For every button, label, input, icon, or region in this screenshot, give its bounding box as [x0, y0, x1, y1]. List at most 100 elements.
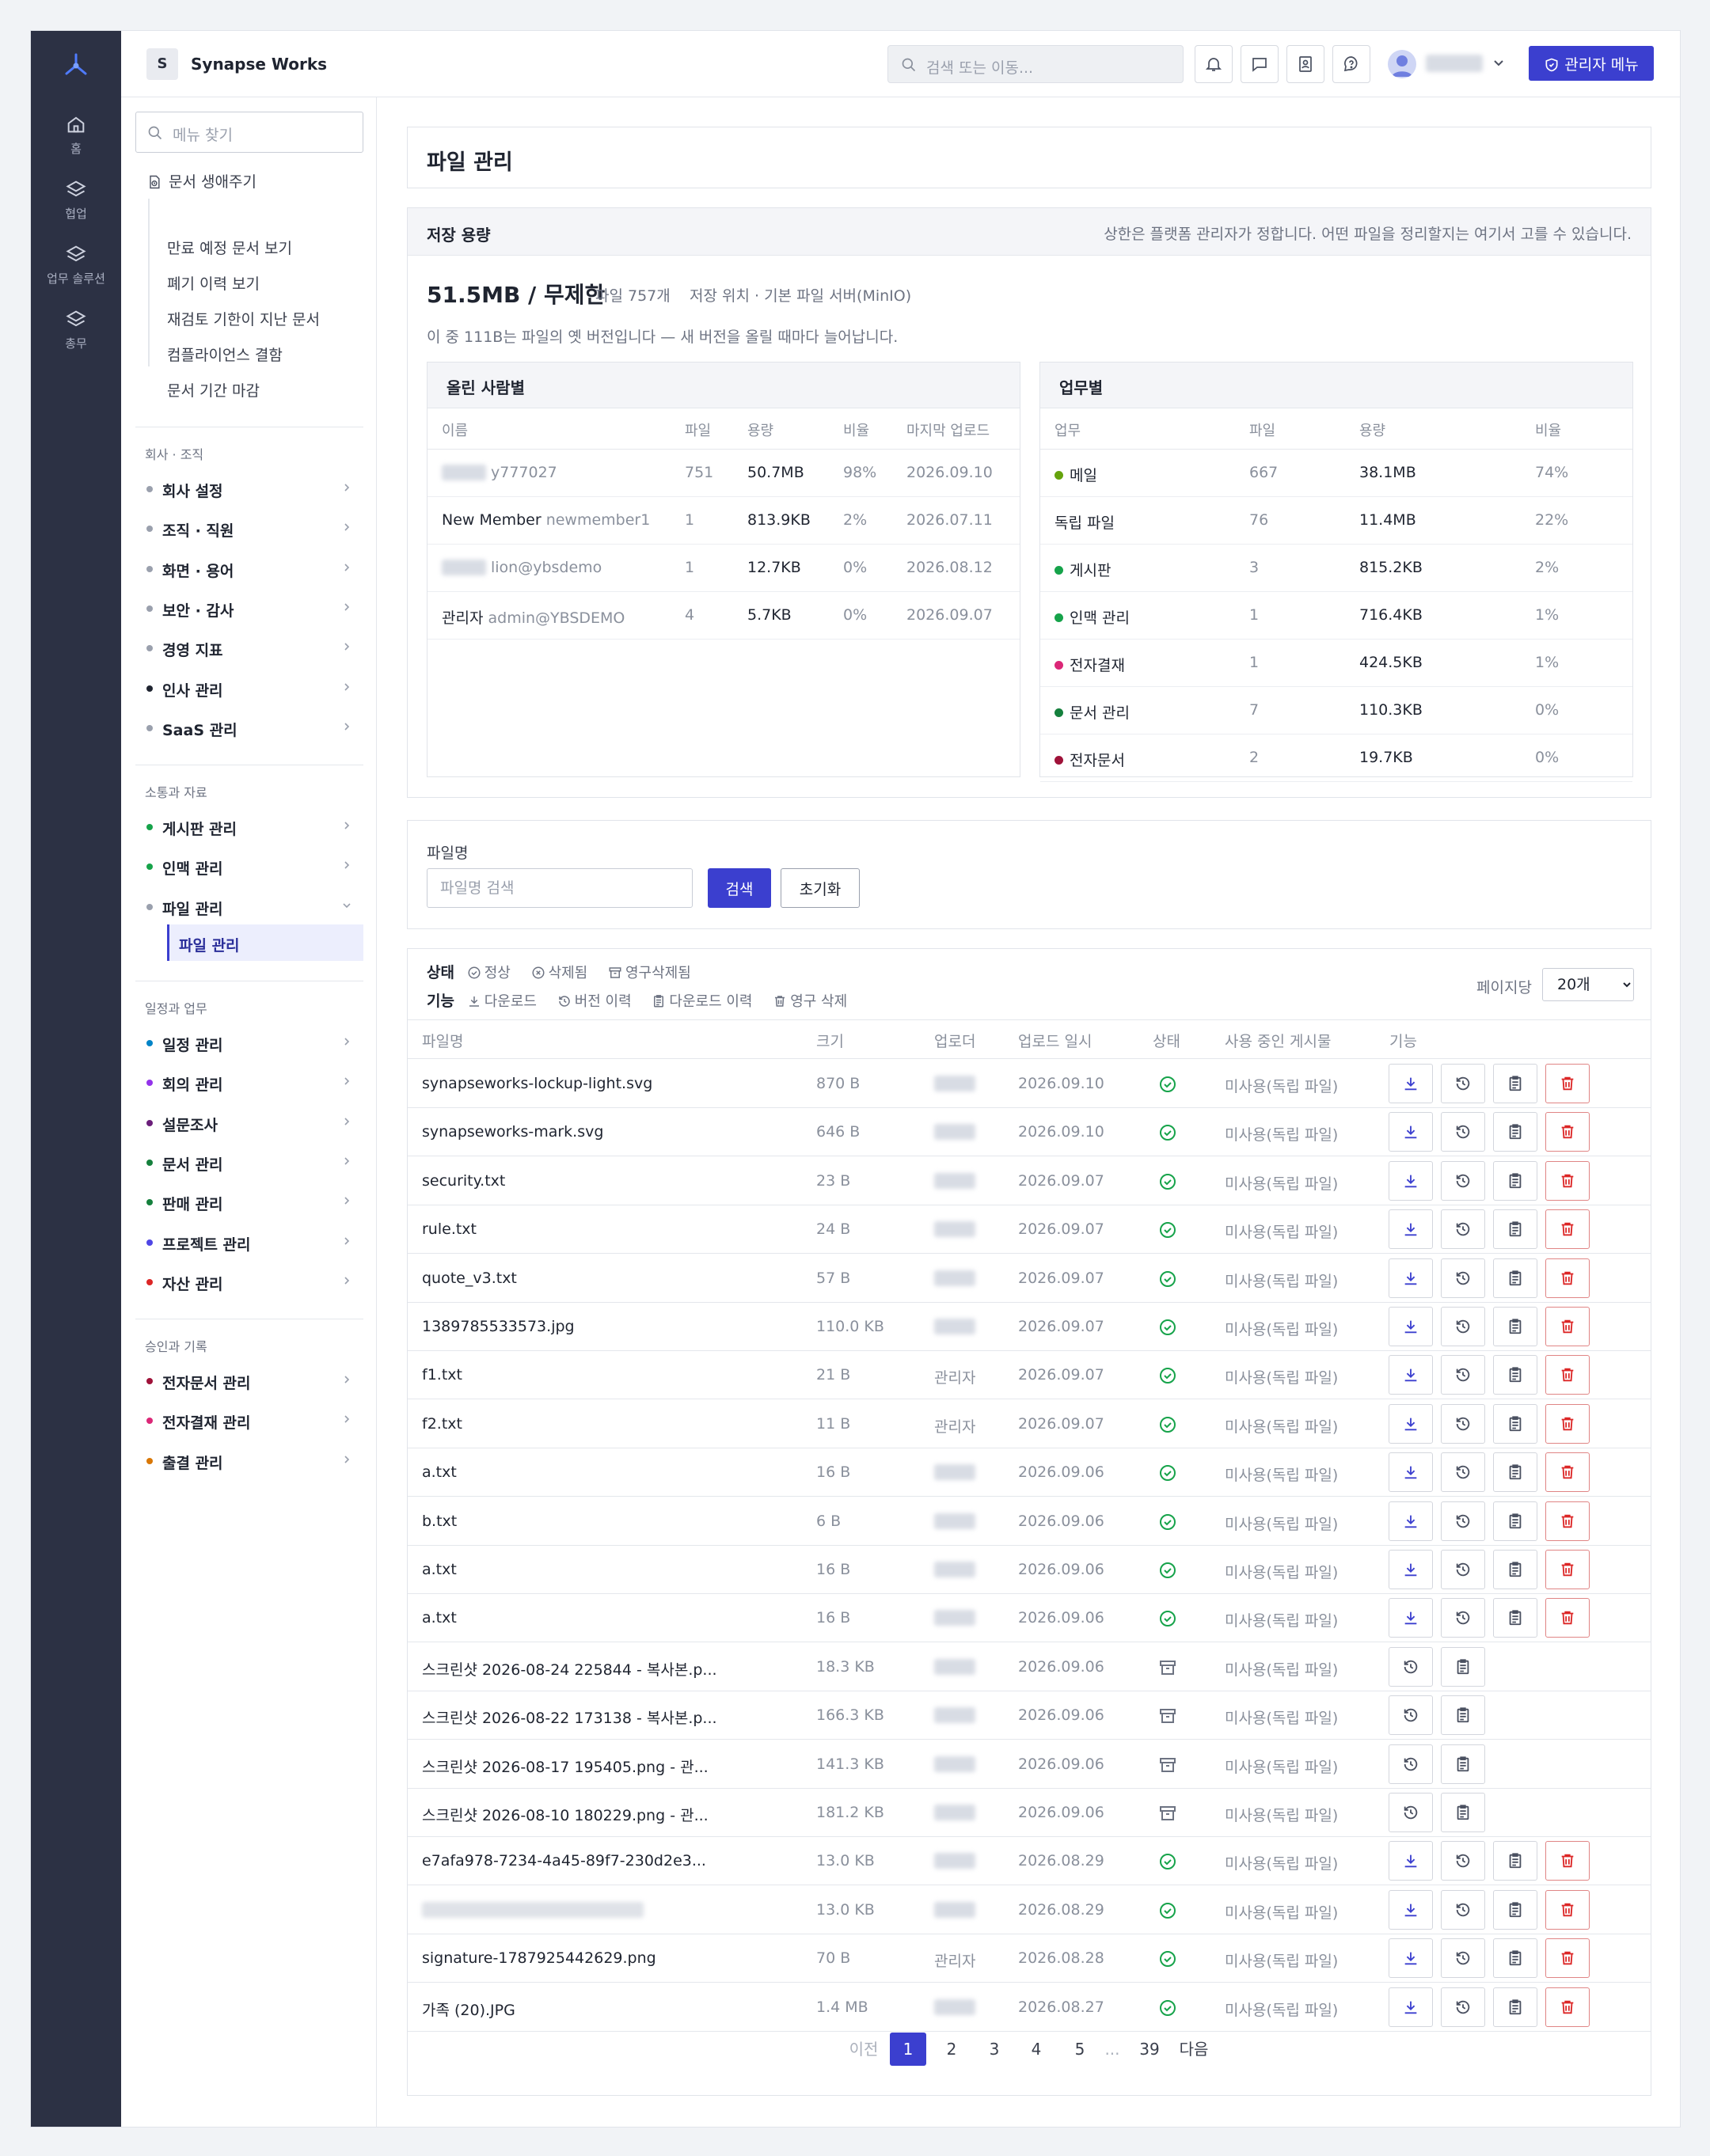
version-history-button[interactable] — [1441, 1841, 1485, 1881]
version-history-button[interactable] — [1441, 1403, 1485, 1444]
sidebar-item[interactable]: 경영 지표 — [135, 632, 363, 663]
download-button[interactable] — [1389, 1064, 1433, 1103]
file-name[interactable]: quote_v3.txt — [422, 1269, 517, 1287]
download-history-button[interactable] — [1441, 1793, 1485, 1832]
sidebar-sub-file-management[interactable]: 파일 관리 — [167, 924, 363, 961]
table-row[interactable]: a.txt 16 B 2026.09.06 미사용(독립 파일) — [408, 1546, 1651, 1594]
download-history-button[interactable] — [1493, 1307, 1537, 1346]
reset-button[interactable]: 초기화 — [781, 868, 860, 908]
sidebar-item[interactable]: 조직 · 직원 — [135, 512, 363, 544]
pagination-page-1[interactable]: 1 — [890, 2033, 926, 2066]
version-history-button[interactable] — [1389, 1744, 1433, 1784]
menu-search-input[interactable]: 메뉴 찾기 — [135, 112, 363, 153]
purge-button[interactable] — [1545, 1889, 1590, 1930]
download-button[interactable] — [1389, 1209, 1433, 1250]
download-button[interactable] — [1389, 1160, 1433, 1201]
file-name[interactable]: 스크린샷 2026-08-17 195405.png - 관... — [422, 1758, 709, 1776]
download-history-button[interactable] — [1493, 1598, 1537, 1638]
file-name[interactable]: a.txt — [422, 1609, 457, 1627]
purge-button[interactable] — [1545, 1209, 1590, 1250]
download-history-button[interactable] — [1493, 1064, 1537, 1103]
table-row[interactable]: f2.txt 11 B 관리자 2026.09.07 미사용(독립 파일) — [408, 1400, 1651, 1448]
version-history-button[interactable] — [1441, 1258, 1485, 1298]
download-history-button[interactable] — [1493, 1987, 1537, 2027]
purge-button[interactable] — [1545, 1355, 1590, 1395]
download-history-button[interactable] — [1493, 1258, 1537, 1298]
table-row[interactable]: 스크린샷 2026-08-10 180229.png - 관... 181.2 K… — [408, 1789, 1651, 1837]
download-history-button[interactable] — [1493, 1112, 1537, 1152]
app-logo-icon[interactable] — [60, 50, 92, 82]
download-history-button[interactable] — [1441, 1744, 1485, 1784]
version-history-button[interactable] — [1441, 1550, 1485, 1589]
table-row[interactable]: 스크린샷 2026-08-24 225844 - 복사본.p... 18.3 KB… — [408, 1643, 1651, 1691]
messages-button[interactable] — [1241, 45, 1279, 83]
table-row[interactable]: rule.txt 24 B 2026.09.07 미사용(독립 파일) — [408, 1205, 1651, 1255]
download-button[interactable] — [1389, 1452, 1433, 1493]
pagination-page-4[interactable]: 4 — [1031, 2040, 1042, 2059]
pagination-last-page[interactable]: 39 — [1139, 2040, 1160, 2059]
purge-button[interactable] — [1545, 1987, 1590, 2027]
download-button[interactable] — [1389, 1841, 1433, 1881]
help-button[interactable] — [1332, 45, 1370, 83]
sidebar-sub-disposal-history[interactable]: 폐기 이력 보기 — [167, 275, 260, 293]
version-history-button[interactable] — [1441, 1209, 1485, 1250]
download-history-button[interactable] — [1493, 1889, 1537, 1930]
sidebar-sub-period-close[interactable]: 문서 기간 마감 — [167, 382, 260, 400]
sidebar-sub-expiring[interactable]: 만료 예정 문서 보기 — [167, 240, 292, 257]
purge-button[interactable] — [1545, 1112, 1590, 1152]
sidebar-item[interactable]: 일정 관리 — [135, 1027, 363, 1058]
version-history-button[interactable] — [1389, 1646, 1433, 1687]
version-history-button[interactable] — [1441, 1355, 1485, 1395]
sidebar-item[interactable]: 자산 관리 — [135, 1266, 363, 1297]
version-history-button[interactable] — [1441, 1452, 1485, 1493]
file-name[interactable]: f2.txt — [422, 1414, 462, 1433]
sidebar-item[interactable]: 판매 관리 — [135, 1186, 363, 1217]
pagination-prev[interactable]: 이전 — [849, 2040, 879, 2059]
table-row[interactable]: 1389785533573.jpg 110.0 KB 2026.09.07 미사용(독… — [408, 1303, 1651, 1351]
purge-button[interactable] — [1545, 1307, 1590, 1346]
global-search-input[interactable]: 검색 또는 이동... — [887, 45, 1184, 83]
table-row[interactable]: synapseworks-lockup-light.svg 870 B 2026.0… — [408, 1060, 1651, 1108]
purge-button[interactable] — [1545, 1598, 1590, 1638]
chevron-down-icon[interactable] — [1491, 55, 1507, 70]
table-row[interactable]: 스크린샷 2026-08-22 173138 - 복사본.p... 166.3 K… — [408, 1691, 1651, 1740]
purge-button[interactable] — [1545, 1452, 1590, 1493]
sidebar-item[interactable]: 게시판 관리 — [135, 810, 363, 842]
sidebar-item[interactable]: SaaS 관리 — [135, 712, 363, 743]
download-button[interactable] — [1389, 1403, 1433, 1444]
download-history-button[interactable] — [1441, 1695, 1485, 1736]
avatar[interactable] — [1388, 50, 1416, 78]
file-name[interactable]: signature-1787925442629.png — [422, 1949, 656, 1968]
table-row[interactable]: b.txt 6 B 2026.09.06 미사용(독립 파일) — [408, 1497, 1651, 1546]
table-row[interactable]: 13.0 KB 2026.08.29 미사용(독립 파일) — [408, 1886, 1651, 1934]
download-button[interactable] — [1389, 1889, 1433, 1930]
user-name-redacted[interactable] — [1426, 55, 1483, 72]
version-history-button[interactable] — [1441, 1160, 1485, 1201]
version-history-button[interactable] — [1389, 1793, 1433, 1832]
sidebar-item[interactable]: 인맥 관리 — [135, 850, 363, 882]
download-history-button[interactable] — [1493, 1355, 1537, 1395]
sidebar-item[interactable]: 문서 관리 — [135, 1146, 363, 1178]
file-name[interactable]: a.txt — [422, 1561, 457, 1578]
version-history-button[interactable] — [1441, 1938, 1485, 1979]
pagination-page-3[interactable]: 3 — [989, 2040, 1000, 2059]
rail-item-collab[interactable]: 협업 — [31, 178, 121, 229]
download-history-button[interactable] — [1493, 1403, 1537, 1444]
search-button[interactable]: 검색 — [708, 868, 771, 908]
version-history-button[interactable] — [1441, 1598, 1485, 1638]
purge-button[interactable] — [1545, 1403, 1590, 1444]
download-history-button[interactable] — [1493, 1501, 1537, 1541]
download-button[interactable] — [1389, 1355, 1433, 1395]
download-button[interactable] — [1389, 1307, 1433, 1346]
download-button[interactable] — [1389, 1938, 1433, 1979]
table-row[interactable]: e7afa978-7234-4a45-89f7-230d2e3... 13.0 K… — [408, 1837, 1651, 1886]
version-history-button[interactable] — [1441, 1307, 1485, 1346]
file-name[interactable]: 스크린샷 2026-08-22 173138 - 복사본.p... — [422, 1710, 717, 1728]
table-row[interactable]: 가족 (20).JPG 1.4 MB 2026.08.27 미사용(독립 파일) — [408, 1983, 1651, 2032]
download-history-button[interactable] — [1493, 1841, 1537, 1881]
sidebar-item[interactable]: 출결 관리 — [135, 1444, 363, 1476]
contacts-button[interactable] — [1286, 45, 1324, 83]
version-history-button[interactable] — [1441, 1987, 1485, 2027]
file-name[interactable]: rule.txt — [422, 1220, 477, 1239]
file-name[interactable]: f1.txt — [422, 1366, 462, 1384]
